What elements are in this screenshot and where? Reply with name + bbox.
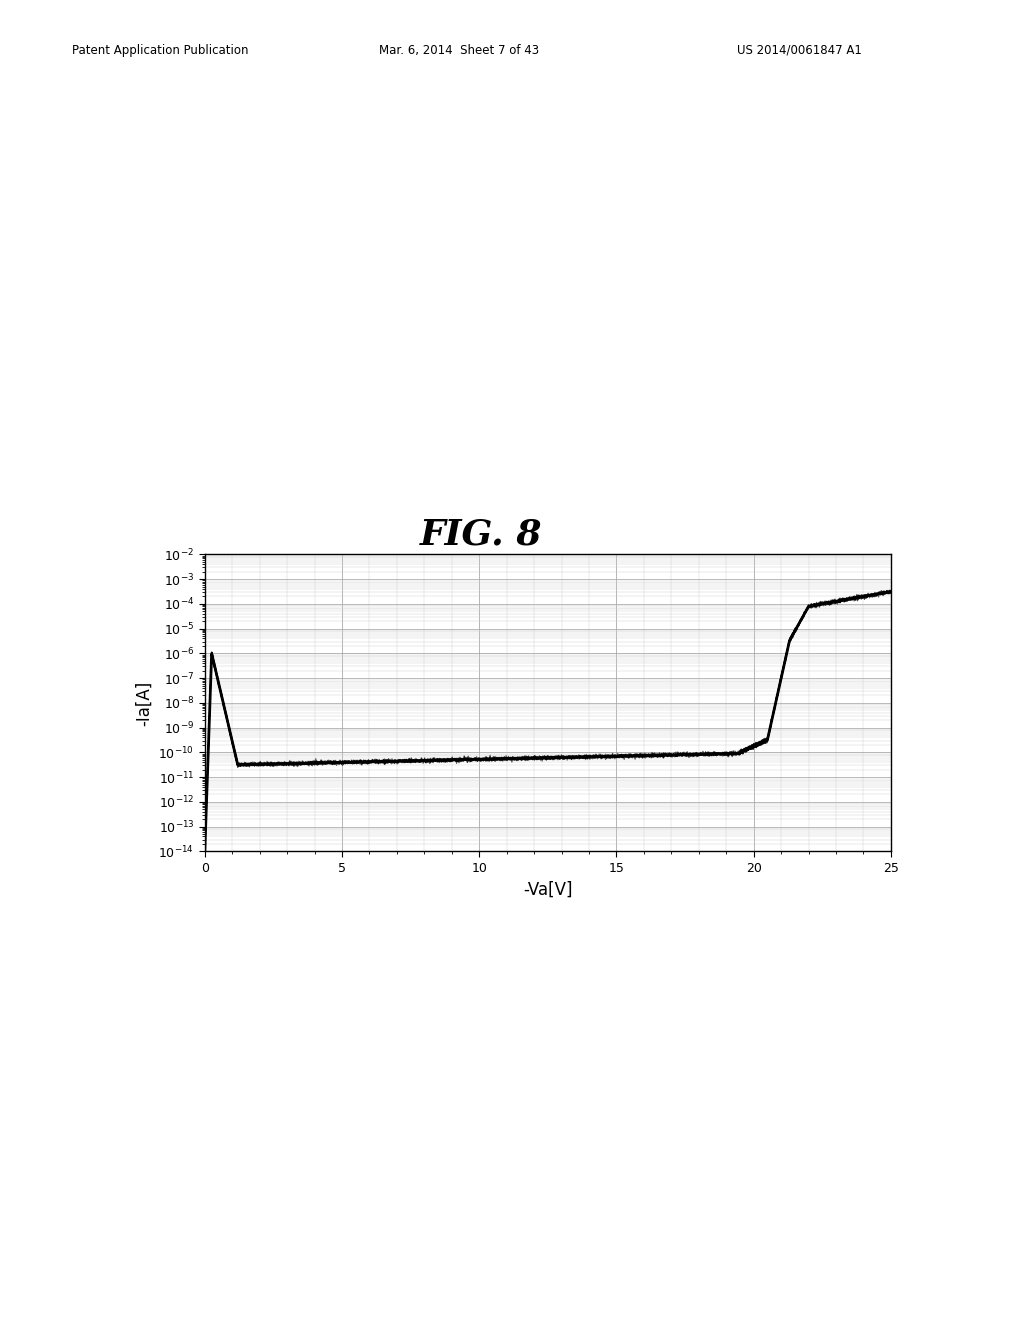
Text: Mar. 6, 2014  Sheet 7 of 43: Mar. 6, 2014 Sheet 7 of 43: [379, 44, 539, 57]
X-axis label: -Va[V]: -Va[V]: [523, 880, 572, 899]
Text: Patent Application Publication: Patent Application Publication: [72, 44, 248, 57]
Y-axis label: -Ia[A]: -Ia[A]: [135, 680, 153, 726]
Text: US 2014/0061847 A1: US 2014/0061847 A1: [737, 44, 862, 57]
Text: FIG. 8: FIG. 8: [420, 517, 543, 552]
